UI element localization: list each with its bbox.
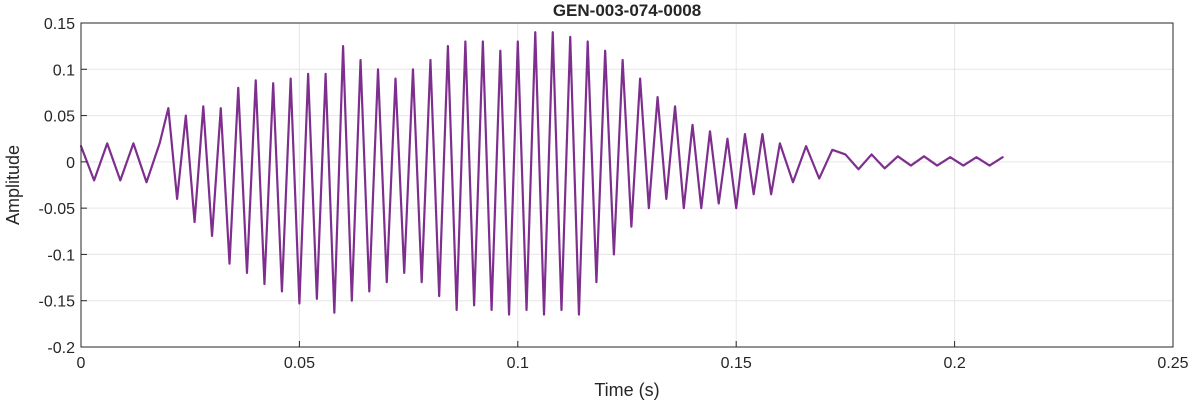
y-axis-label: Amplitude <box>3 145 23 225</box>
ticks: 0 0.05 0.1 0.15 0.2 0.25 0.15 0.1 0.05 0 -0.05 -0.1… <box>39 16 1189 372</box>
y-tick-label: -0.2 <box>47 340 75 357</box>
y-tick-label: 0.05 <box>44 109 75 126</box>
x-tick-label: 0.15 <box>721 355 752 372</box>
x-axis-label: Time (s) <box>594 380 659 400</box>
y-tick-label: 0 <box>66 155 75 172</box>
y-tick-label: 0.1 <box>53 62 75 79</box>
x-tick-label: 0 <box>77 355 86 372</box>
x-tick-label: 0.05 <box>284 355 315 372</box>
x-tick-label: 0.25 <box>1157 355 1188 372</box>
y-tick-label: 0.15 <box>44 16 75 33</box>
y-tick-label: -0.05 <box>39 201 76 218</box>
y-tick-label: -0.1 <box>47 247 75 264</box>
plot-frame <box>80 22 1174 348</box>
x-tick-label: 0.2 <box>943 355 965 372</box>
waveform-line <box>79 31 1004 316</box>
y-tick-label: -0.15 <box>39 294 76 311</box>
chart-title: GEN-003-074-0008 <box>553 1 701 20</box>
x-tick-label: 0.1 <box>507 355 529 372</box>
series-layer <box>79 31 1004 316</box>
plot-area <box>81 23 1173 347</box>
